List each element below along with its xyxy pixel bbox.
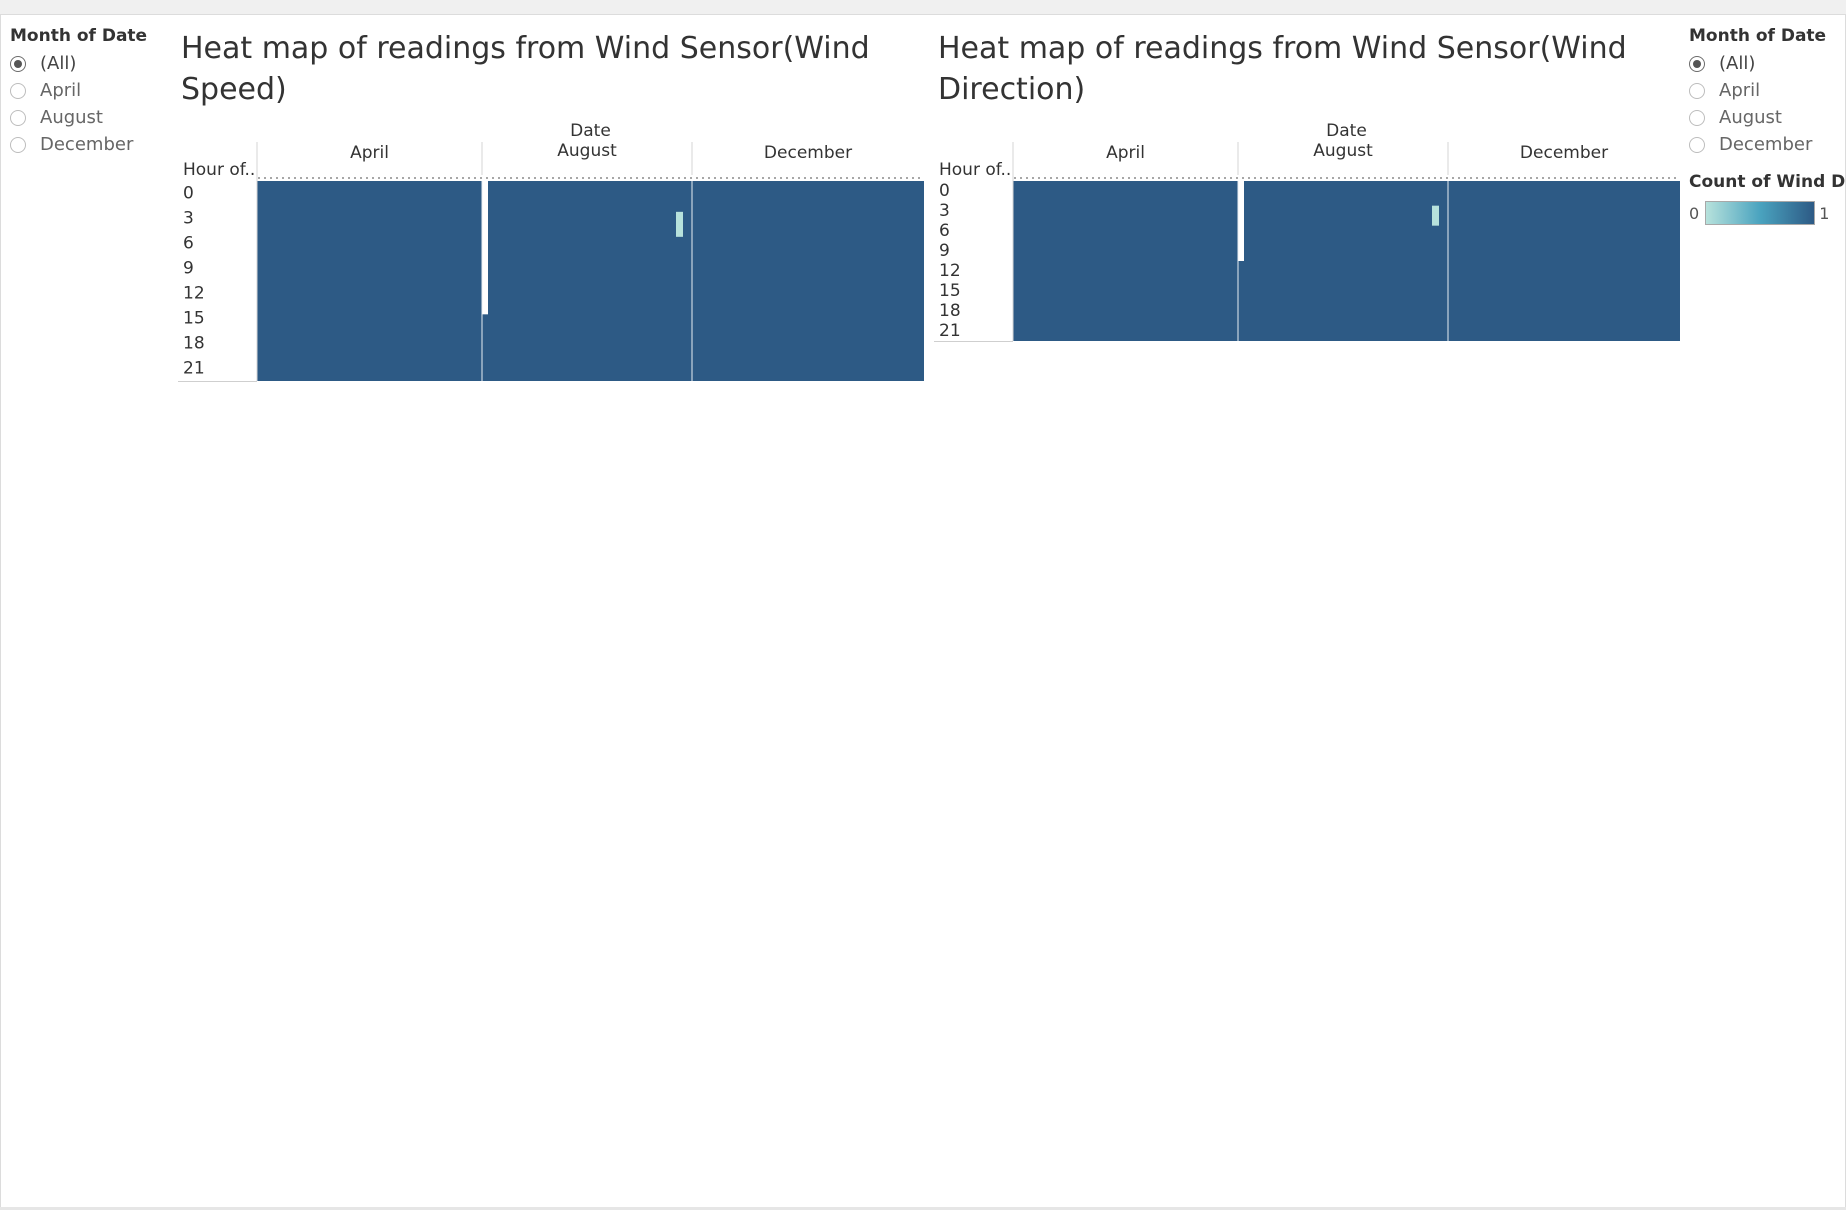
filter-option-all-right[interactable]: (All) (1689, 50, 1826, 77)
filter-option-april-right[interactable]: April (1689, 77, 1826, 104)
filter-option-label: December (1719, 134, 1813, 155)
color-legend: Count of Wind D.. 0 1 (1689, 172, 1846, 225)
month-header-april: April (1106, 143, 1145, 163)
y-tick-label: 12 (183, 284, 205, 304)
y-tick-label: 12 (939, 261, 961, 281)
column-header-title: Date (1326, 121, 1367, 141)
radio-button-icon[interactable] (10, 82, 26, 99)
filter-option-label: (All) (1719, 53, 1756, 74)
month-header-april: April (350, 143, 389, 163)
y-tick-label: 21 (183, 359, 205, 379)
chart-title-wind-speed: Heat map of readings from Wind Sensor(Wi… (181, 31, 870, 107)
heatmap-0-group: Date April August December Hour of.. 0 3 6 9 12 15… (178, 121, 924, 382)
month-filter-right: Month of Date (All) April August December (1689, 26, 1826, 158)
radio-button-icon[interactable] (10, 109, 26, 126)
filter-option-label: December (40, 134, 134, 155)
heatmap-cell-low (676, 211, 683, 237)
y-tick-label: 15 (183, 309, 205, 329)
heatmap-cell (1244, 181, 1448, 341)
filter-option-december-right[interactable]: December (1689, 131, 1826, 158)
heatmap-cell (1013, 181, 1238, 341)
radio-button-icon[interactable] (1689, 109, 1705, 126)
radio-button-icon[interactable] (10, 55, 26, 72)
heatmap-cell (692, 181, 924, 381)
radio-button-icon[interactable] (10, 136, 26, 153)
month-header-august: August (1313, 141, 1373, 161)
filter-option-label: (All) (40, 53, 77, 74)
legend-max-label: 1 (1819, 203, 1830, 223)
radio-button-icon[interactable] (1689, 136, 1705, 153)
filter-title: Month of Date (10, 26, 148, 46)
y-tick-label: 9 (939, 241, 950, 261)
y-tick-label: 6 (939, 221, 950, 241)
heatmap-cell (488, 181, 692, 381)
month-header-august: August (557, 141, 617, 161)
y-tick-label: 3 (183, 209, 194, 229)
filter-option-label: April (40, 80, 82, 101)
heatmap-cell (1238, 261, 1244, 341)
bottom-tab-strip (0, 1207, 1846, 1210)
y-tick-label: 6 (183, 234, 194, 254)
radio-button-icon[interactable] (1689, 55, 1705, 72)
y-tick-label: 9 (183, 259, 194, 279)
y-tick-label: 18 (183, 334, 205, 354)
y-tick-label: 3 (939, 201, 950, 221)
y-tick-label: 15 (939, 281, 961, 301)
y-tick-label: 21 (939, 321, 961, 341)
heatmap-cell-low (1432, 205, 1439, 226)
y-tick-label: 0 (939, 181, 950, 201)
filter-option-label: August (1719, 107, 1782, 128)
heatmap-cell (482, 314, 488, 381)
heatmap-cell (257, 181, 482, 381)
column-header-title: Date (570, 121, 611, 141)
heatmap-cell (1448, 181, 1680, 341)
filter-option-april-left[interactable]: April (10, 77, 147, 104)
radio-button-icon[interactable] (1689, 82, 1705, 99)
y-tick-label: 18 (939, 301, 961, 321)
row-header-title: Hour of.. (183, 160, 255, 180)
chart-title-wind-direction: Heat map of readings from Wind Sensor(Wi… (938, 31, 1627, 107)
legend-title: Count of Wind D.. (1689, 172, 1846, 192)
heatmap-1-group: Date April August December Hour of..03691215… (934, 121, 1680, 342)
filter-option-december-left[interactable]: December (10, 131, 147, 158)
filter-title: Month of Date (1689, 26, 1827, 46)
filter-option-label: April (1719, 80, 1761, 101)
month-filter-left: Month of Date (All) April August December (10, 26, 147, 158)
month-header-december: December (764, 143, 852, 163)
filter-option-label: August (40, 107, 103, 128)
legend-gradient-bar (1705, 201, 1816, 225)
filter-option-august-left[interactable]: August (10, 104, 147, 131)
filter-option-august-right[interactable]: August (1689, 104, 1826, 131)
filter-option-all-left[interactable]: (All) (10, 50, 147, 77)
legend-min-label: 0 (1689, 203, 1700, 223)
month-header-december: December (1520, 143, 1608, 163)
row-header-title: Hour of.. (939, 160, 1011, 180)
y-tick-label: 0 (183, 184, 194, 204)
